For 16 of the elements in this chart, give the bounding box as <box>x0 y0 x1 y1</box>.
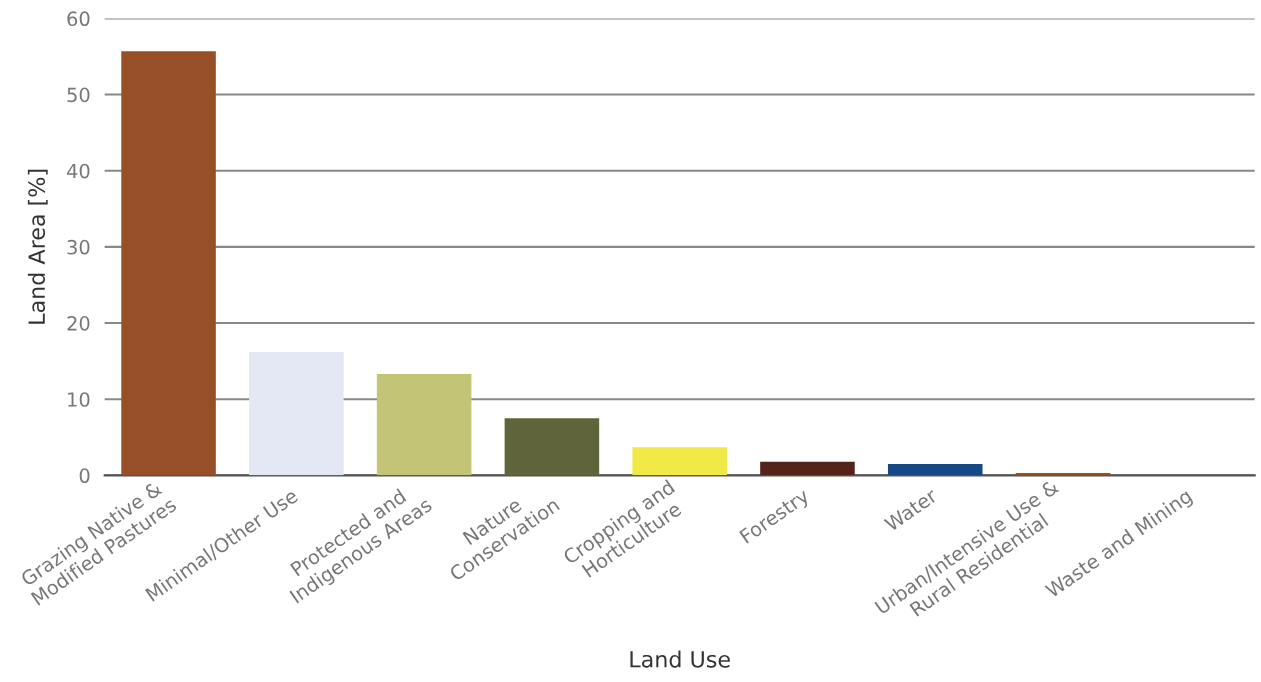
y-tick-label: 10 <box>68 392 90 407</box>
bar <box>632 447 727 476</box>
y-axis-title: Land Area [%] <box>27 169 48 324</box>
bar <box>504 418 600 476</box>
y-tick-label: 30 <box>67 239 90 255</box>
bar <box>121 51 216 476</box>
bar <box>249 351 344 476</box>
y-tick-label: 0 <box>79 468 90 484</box>
bar <box>887 463 983 476</box>
y-tick-label: 20 <box>67 316 90 331</box>
y-tick-label: 60 <box>67 11 90 27</box>
bar <box>376 374 472 476</box>
bar <box>760 461 855 476</box>
y-tick-label: 40 <box>66 163 90 179</box>
y-tick-label: 50 <box>67 87 90 103</box>
x-axis-title: Land Use <box>630 650 730 668</box>
